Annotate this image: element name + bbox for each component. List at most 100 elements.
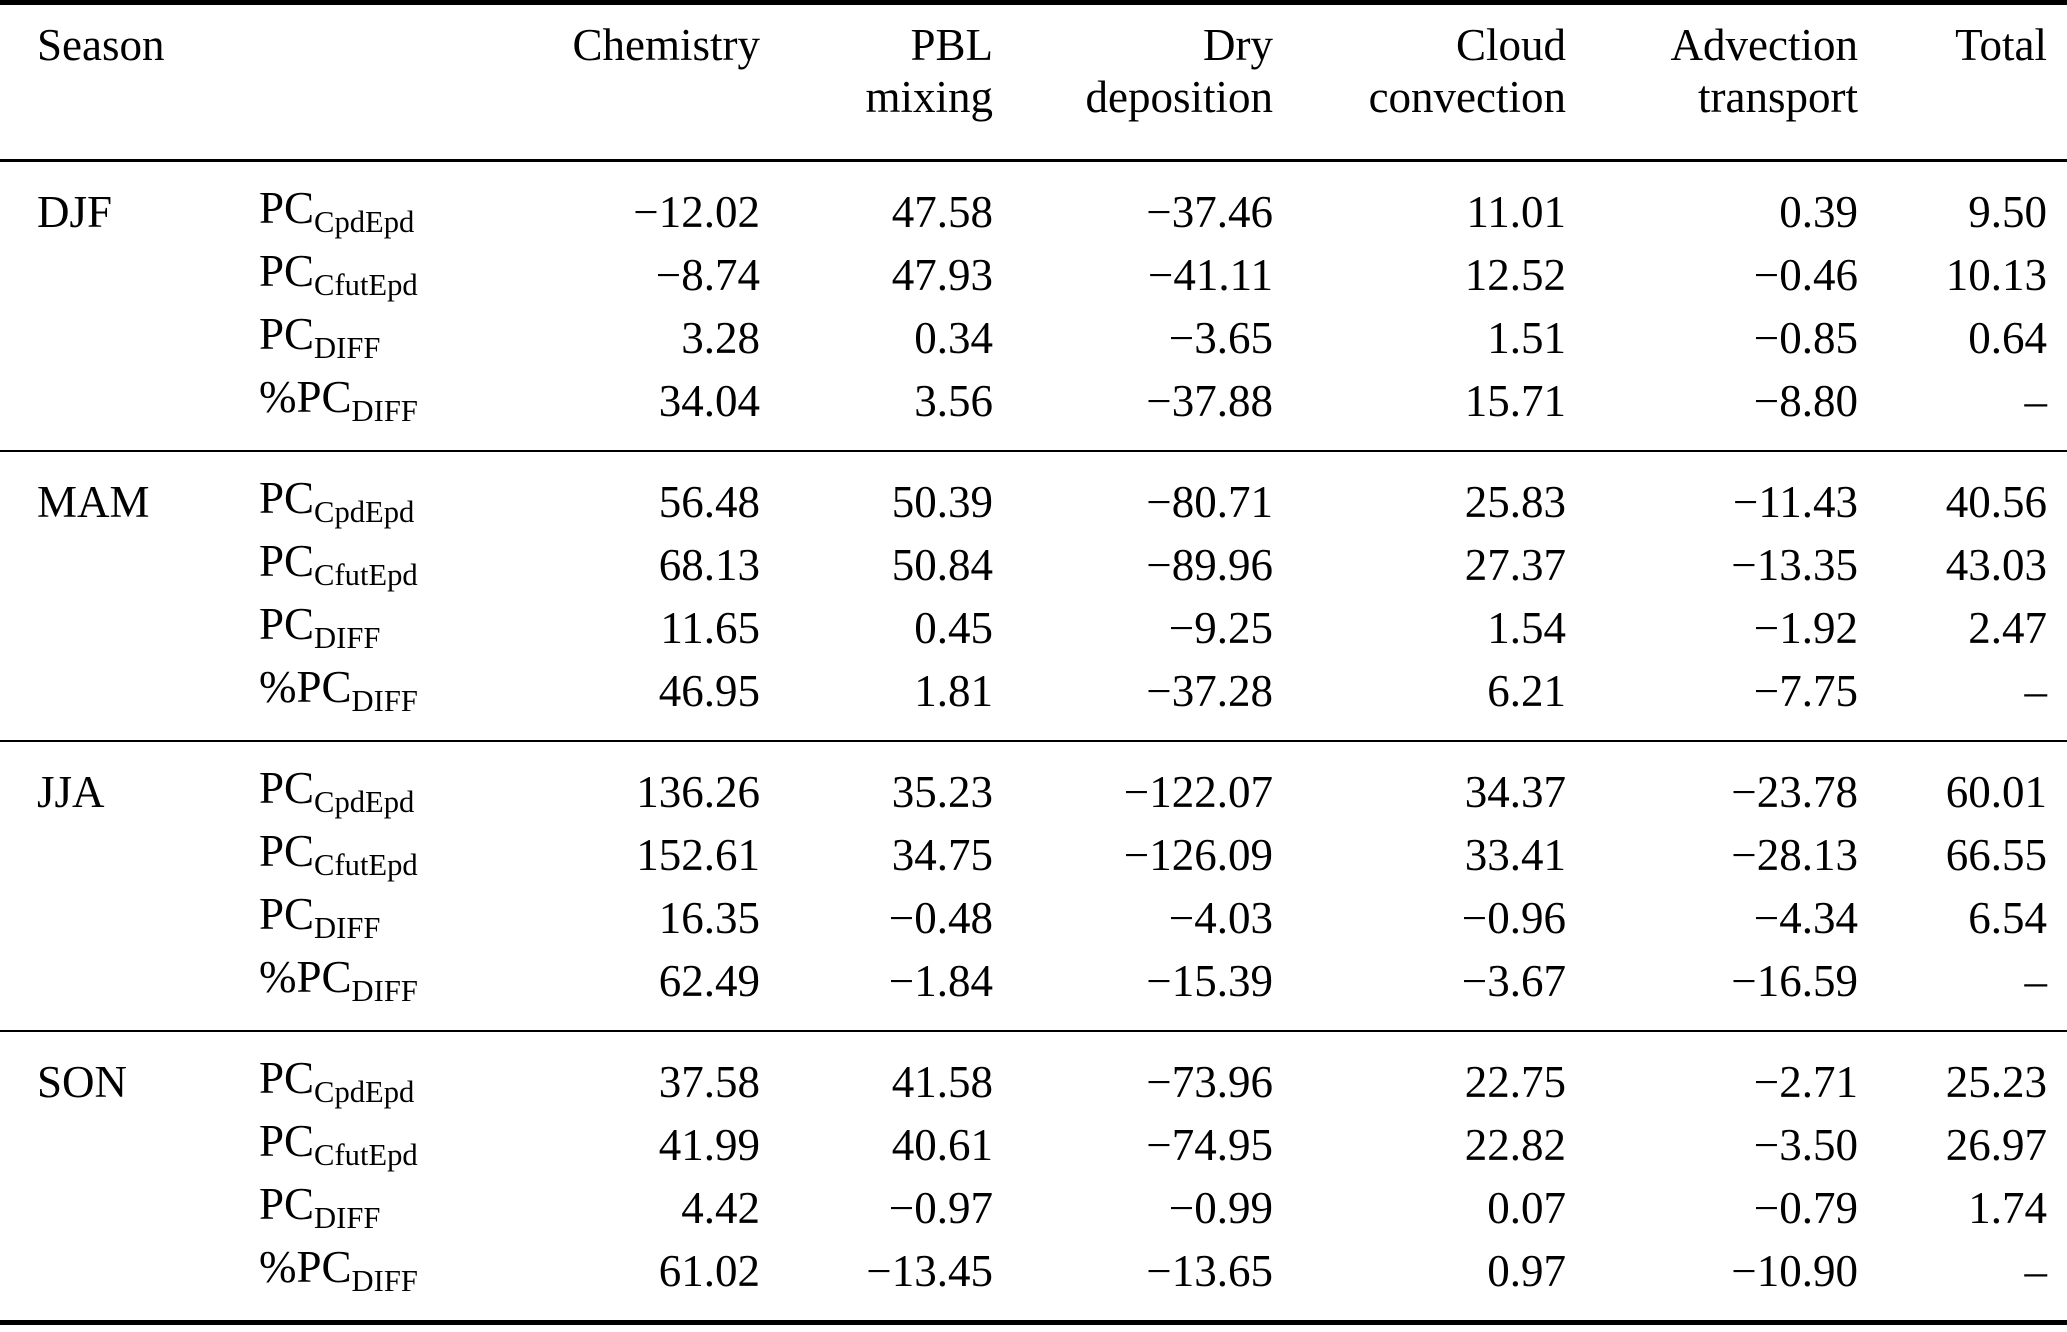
row-variable-label: PCCfutEpd <box>215 1113 500 1176</box>
row-variable-subscript: CfutEpd <box>314 268 418 303</box>
row-variable-subscript: CfutEpd <box>314 848 418 883</box>
value-cell: 0.97 <box>1487 1245 1566 1296</box>
row-variable-prefix: PC <box>259 473 315 524</box>
value-cell: – <box>2024 1245 2048 1296</box>
value-cell: 3.28 <box>681 312 760 363</box>
value-cell: −0.79 <box>1753 1182 1858 1233</box>
value-cell: 0.64 <box>1968 312 2047 363</box>
value-cell: 68.13 <box>658 539 760 590</box>
season-block-jja: JJA PC CpdEpd 136.26 35.23 −122.07 34.37 −23.78… <box>0 741 2067 1031</box>
header-pbl-mixing: PBL mixing <box>780 3 1013 161</box>
value-cell: 62.49 <box>658 955 760 1006</box>
season-label: JJA <box>37 766 105 817</box>
value-cell: −12.02 <box>633 186 760 237</box>
header-dry-deposition: Dry deposition <box>1013 3 1293 161</box>
value-cell: 40.56 <box>1945 476 2047 527</box>
season-label <box>0 823 215 886</box>
row-variable-label: %PCDIFF <box>215 659 500 741</box>
header-season: Season <box>0 3 215 161</box>
header-line1: Cloud <box>1455 20 1566 70</box>
season-label <box>0 596 215 659</box>
row-variable-prefix: %PC <box>259 662 352 713</box>
row-variable-label: PCDIFF <box>215 596 500 659</box>
value-cell: 47.93 <box>891 249 993 300</box>
header-line2: transport <box>1698 72 1858 122</box>
value-cell: 0.07 <box>1487 1182 1566 1233</box>
row-variable-label: PCCfutEpd <box>215 823 500 886</box>
value-cell: 66.55 <box>1945 829 2047 880</box>
header-total: Total <box>1878 3 2067 161</box>
value-cell: 1.54 <box>1487 602 1566 653</box>
row-variable-subscript: DIFF <box>314 1201 381 1236</box>
season-label <box>0 306 215 369</box>
header-row: Season Chemistry PBL mixing Dry depositi… <box>0 3 2067 161</box>
row-variable-subscript: DIFF <box>351 394 418 429</box>
value-cell: 25.23 <box>1945 1056 2047 1107</box>
value-cell: – <box>2024 665 2048 716</box>
value-cell: −10.90 <box>1731 1245 1858 1296</box>
header-line1: Dry <box>1203 20 1273 70</box>
value-cell: 152.61 <box>636 829 760 880</box>
row-variable-subscript: CfutEpd <box>314 1138 418 1173</box>
value-cell: 1.51 <box>1487 312 1566 363</box>
row-variable-subscript: CpdEpd <box>314 1075 415 1110</box>
row-variable-label: %PCDIFF <box>215 1239 500 1323</box>
row-variable-prefix: PC <box>259 1179 315 1230</box>
row-variable-label: PCCfutEpd <box>215 243 500 306</box>
value-cell: −4.34 <box>1753 892 1858 943</box>
table-row: %PCDIFF 62.49 −1.84 −15.39 −3.67 −16.59 – <box>0 949 2067 1031</box>
value-cell: 26.97 <box>1945 1119 2047 1170</box>
row-variable-prefix: %PC <box>259 952 352 1003</box>
row-variable-label: PCDIFF <box>215 1176 500 1239</box>
value-cell: 34.04 <box>658 375 760 426</box>
row-variable-prefix: PC <box>259 889 315 940</box>
value-cell: 4.42 <box>681 1182 760 1233</box>
header-line1: Chemistry <box>572 20 761 70</box>
value-cell: – <box>2024 375 2048 426</box>
value-cell: −1.92 <box>1753 602 1858 653</box>
header-line1: Advection <box>1670 20 1858 70</box>
value-cell: 50.84 <box>891 539 993 590</box>
value-cell: 22.75 <box>1464 1056 1566 1107</box>
table-row: %PCDIFF 46.95 1.81 −37.28 6.21 −7.75 – <box>0 659 2067 741</box>
value-cell: −41.11 <box>1148 249 1273 300</box>
value-cell: 11.65 <box>660 602 760 653</box>
value-cell: 0.45 <box>914 602 993 653</box>
value-cell: −7.75 <box>1753 665 1858 716</box>
value-cell: −23.78 <box>1731 766 1858 817</box>
value-cell: 136.26 <box>636 766 760 817</box>
header-variable-spacer <box>215 3 500 161</box>
table-row: PCCfutEpd 152.61 34.75 −126.09 33.41 −28.13 66… <box>0 823 2067 886</box>
header-line1: Total <box>1955 20 2047 70</box>
value-cell: −8.74 <box>655 249 760 300</box>
value-cell: – <box>2024 955 2048 1006</box>
season-label <box>0 949 215 1031</box>
value-cell: −122.07 <box>1123 766 1273 817</box>
row-variable-prefix: PC <box>259 536 315 587</box>
table-row: PCDIFF 4.42 −0.97 −0.99 0.07 −0.79 1.74 <box>0 1176 2067 1239</box>
value-cell: −13.45 <box>866 1245 993 1296</box>
value-cell: 34.37 <box>1464 766 1566 817</box>
header-chemistry: Chemistry <box>500 3 780 161</box>
table-row: PCCfutEpd 68.13 50.84 −89.96 27.37 −13.35 43.0… <box>0 533 2067 596</box>
season-label <box>0 533 215 596</box>
row-variable-label: PCDIFF <box>215 886 500 949</box>
value-cell: 12.52 <box>1464 249 1566 300</box>
value-cell: 35.23 <box>891 766 993 817</box>
row-variable-prefix: PC <box>259 309 315 360</box>
table-header: Season Chemistry PBL mixing Dry depositi… <box>0 3 2067 161</box>
table-row: %PCDIFF 34.04 3.56 −37.88 15.71 −8.80 – <box>0 369 2067 451</box>
value-cell: 43.03 <box>1945 539 2047 590</box>
table-row: DJF PCCpdEpd −12.02 47.58 −37.46 11.01 0.39 9.5… <box>0 161 2067 244</box>
value-cell: 3.56 <box>914 375 993 426</box>
header-season-label: Season <box>37 20 165 70</box>
value-cell: 47.58 <box>891 186 993 237</box>
row-variable-subscript: CfutEpd <box>314 558 418 593</box>
value-cell: 56.48 <box>658 476 760 527</box>
row-variable-prefix: PC <box>259 1053 315 1104</box>
season-label <box>0 369 215 451</box>
row-variable-subscript: DIFF <box>351 974 418 1009</box>
row-variable-subscript: CpdEpd <box>314 785 415 820</box>
